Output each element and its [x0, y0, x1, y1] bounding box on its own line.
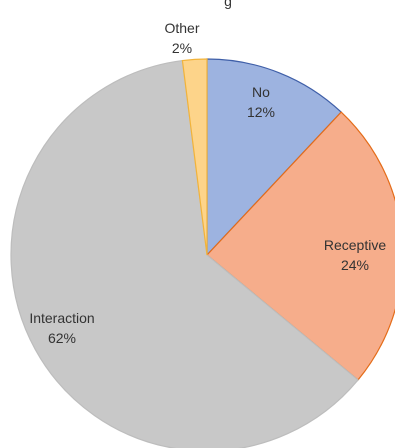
pie-slice-no: [206, 58, 343, 257]
slice-value-other: 2%: [172, 40, 192, 56]
pie-slice-interaction: [10, 59, 359, 448]
slice-value-receptive: 24%: [341, 257, 369, 273]
slice-value-no: 12%: [247, 104, 275, 120]
slice-label-no: No: [252, 84, 270, 100]
slices-layer: [10, 58, 395, 448]
pie-slice-other: [181, 58, 208, 256]
slice-label-interaction: Interaction: [29, 310, 94, 326]
pie-slice-receptive: [206, 111, 395, 381]
labels-layer: No 12% Receptive 24% Interaction 62% Other 2%: [29, 20, 386, 346]
slice-value-interaction: 62%: [48, 330, 76, 346]
slice-label-other: Other: [164, 20, 199, 36]
slice-label-receptive: Receptive: [324, 237, 386, 253]
title-fragment: g: [224, 0, 232, 9]
